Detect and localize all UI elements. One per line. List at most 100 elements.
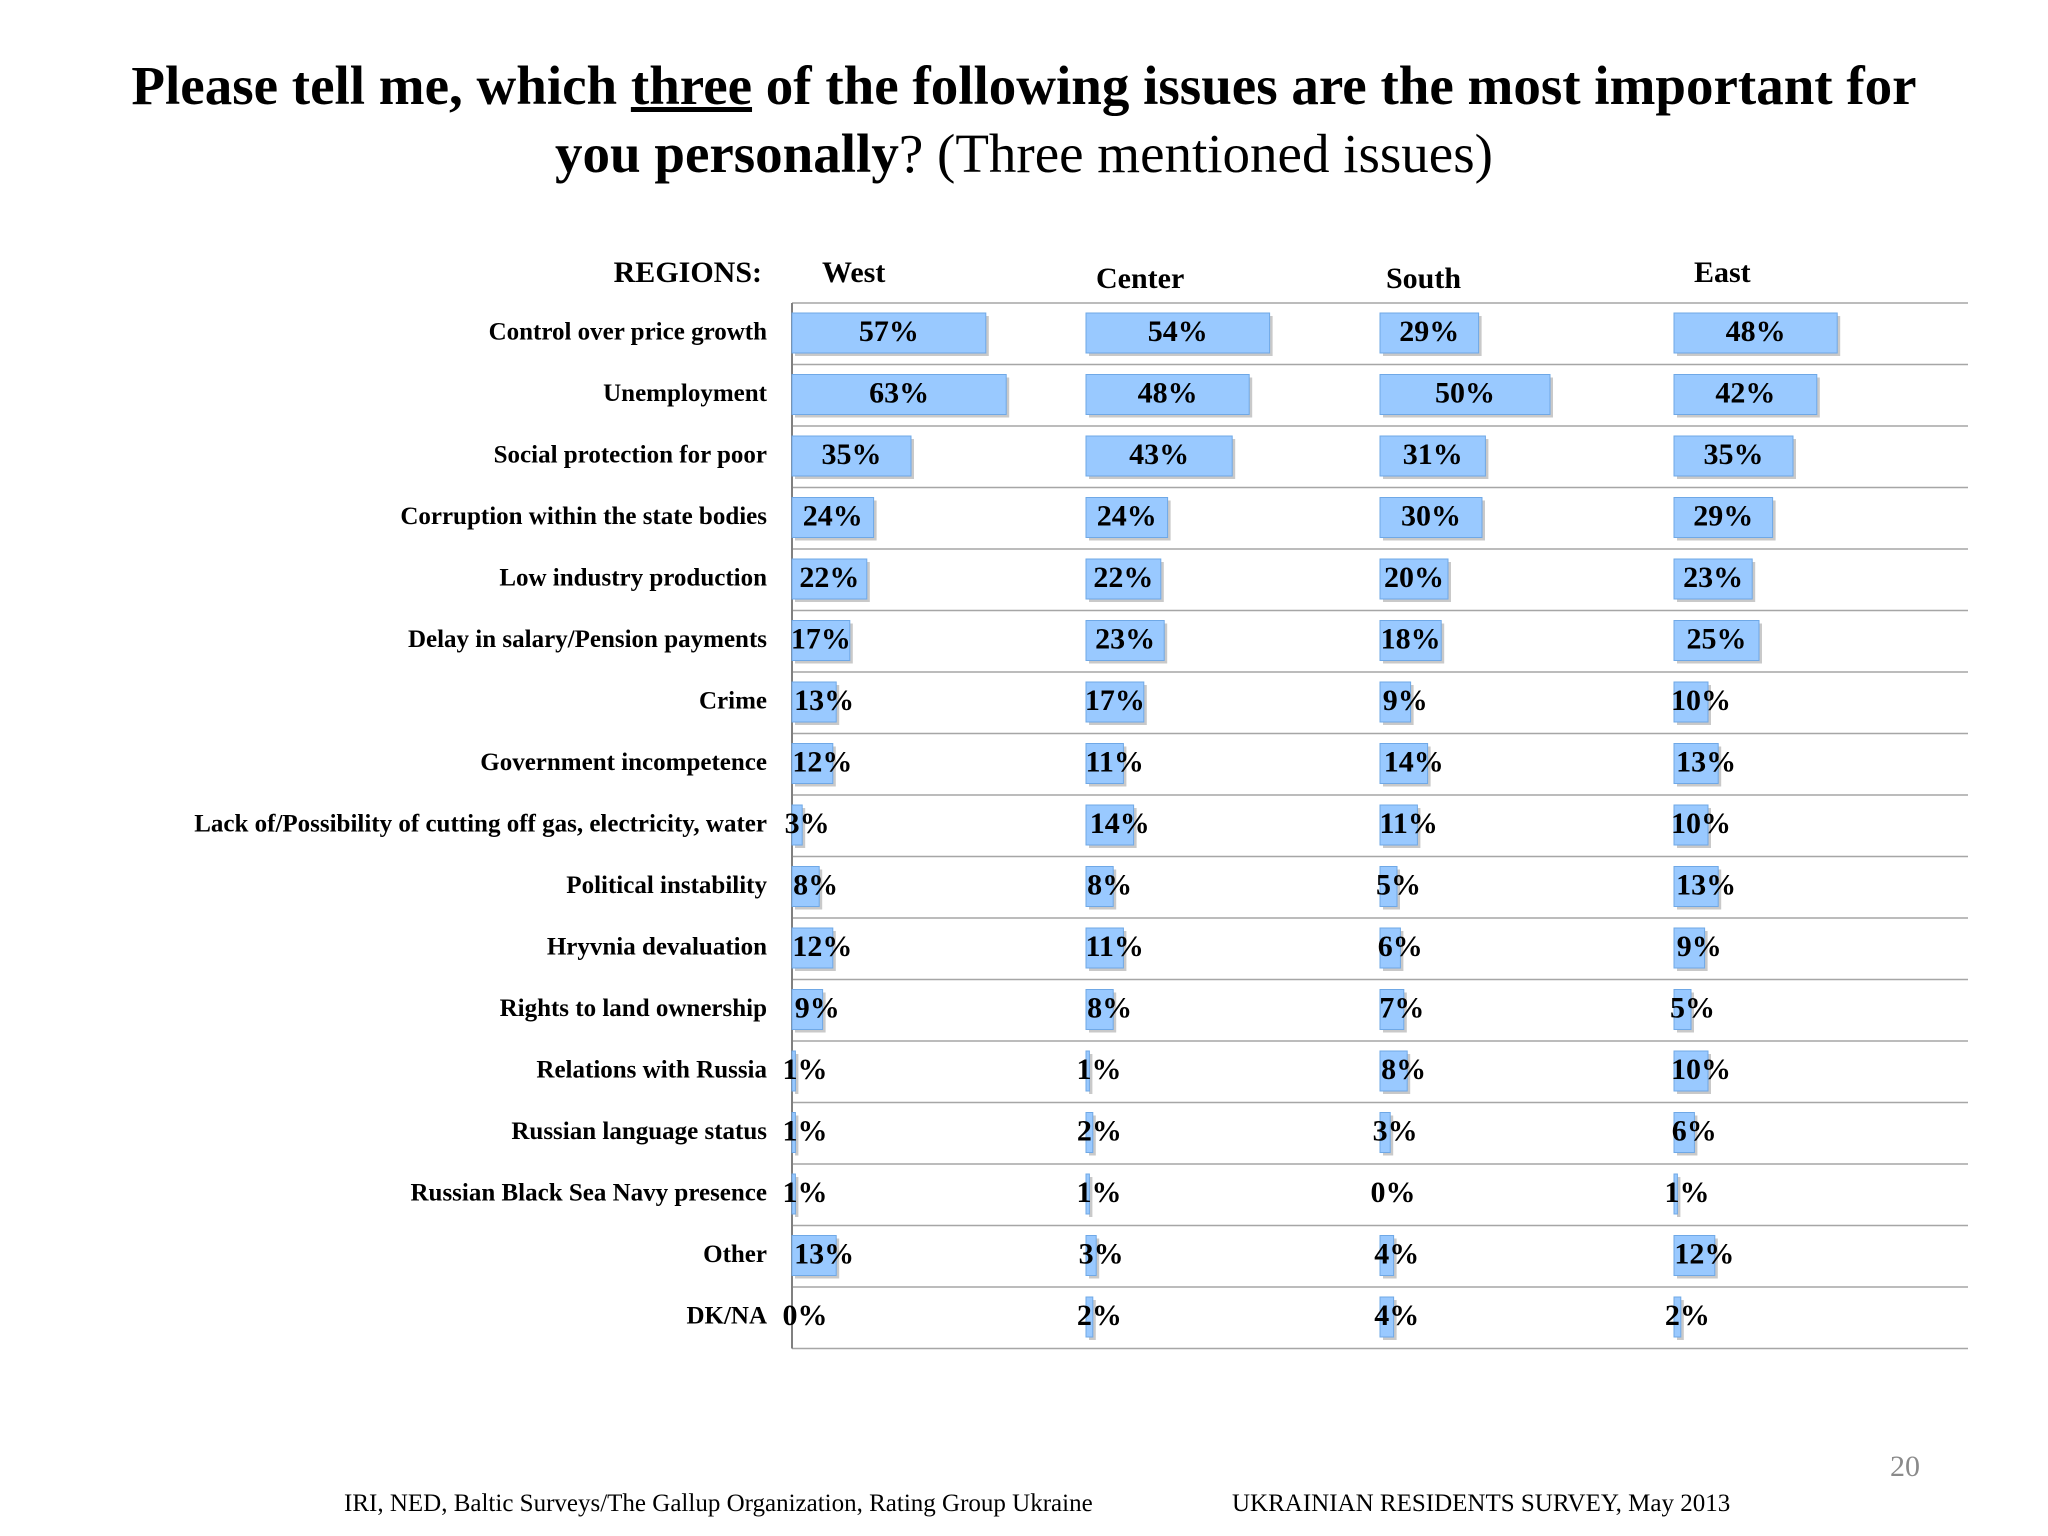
data-label-center: 3% [1079, 1237, 1124, 1270]
bar-shadow-center [1089, 1054, 1093, 1094]
data-label-center: 8% [1087, 868, 1132, 901]
data-label-center: 11% [1086, 745, 1144, 778]
bar-east [1673, 681, 1709, 723]
bar-center [1085, 620, 1165, 661]
data-label-south: 6% [1378, 930, 1423, 963]
data-label-center: 8% [1087, 991, 1132, 1024]
category-label: Crime [699, 687, 767, 714]
data-label-west: 13% [794, 1237, 854, 1270]
category-label: Relations with Russia [536, 1056, 767, 1083]
data-label-center: 24% [1097, 499, 1157, 532]
category-label: DK/NA [686, 1302, 767, 1329]
data-label-east: 9% [1677, 930, 1722, 963]
bar-east [1673, 866, 1719, 907]
data-label-south: 8% [1381, 1053, 1426, 1086]
bar-east [1673, 1173, 1678, 1215]
survey-note: UKRAINIAN RESIDENTS SURVEY, May 2013 [1232, 1490, 1731, 1517]
bar-center [1085, 743, 1124, 784]
data-label-west: 8% [793, 868, 838, 901]
bar-east [1673, 1235, 1716, 1276]
bar-east [1673, 497, 1774, 538]
bar-center [1085, 1235, 1097, 1276]
bar-center [1085, 1173, 1090, 1215]
series-header-east: East [1694, 256, 1751, 289]
bar-south [1379, 1296, 1395, 1338]
bar-east [1673, 1296, 1682, 1338]
bar-south [1379, 620, 1442, 661]
data-label-east: 23% [1683, 561, 1743, 594]
data-label-west: 13% [794, 684, 854, 717]
bar-south [1379, 681, 1412, 723]
data-label-south: 18% [1381, 622, 1441, 655]
data-label-center: 2% [1077, 1114, 1122, 1147]
data-label-south: 20% [1384, 561, 1444, 594]
data-label-west: 35% [822, 438, 882, 471]
data-label-west: 1% [783, 1176, 828, 1209]
series-header-west: West [822, 256, 885, 289]
bar-west [791, 866, 820, 907]
data-label-east: 48% [1726, 315, 1786, 348]
bar-east [1673, 1112, 1695, 1153]
bar-east [1673, 312, 1838, 354]
source-note: IRI, NED, Baltic Surveys/The Gallup Orga… [344, 1490, 1093, 1517]
bar-east [1673, 804, 1709, 846]
category-label: Delay in salary/Pension payments [408, 626, 767, 653]
data-label-south: 3% [1373, 1114, 1418, 1147]
data-label-east: 42% [1715, 376, 1775, 409]
bar-west [791, 989, 824, 1030]
bar-center [1085, 558, 1162, 600]
bar-west [791, 1112, 796, 1153]
bar-center [1085, 1296, 1094, 1338]
data-label-west: 1% [783, 1114, 828, 1147]
bar-west [791, 497, 875, 538]
series-header-south: South [1386, 262, 1461, 295]
data-label-south: 0% [1371, 1176, 1416, 1209]
data-label-west: 1% [783, 1053, 828, 1086]
bar-shadow-center [1089, 1177, 1093, 1217]
bar-east [1673, 927, 1706, 969]
data-label-south: 4% [1374, 1299, 1419, 1332]
bar-east [1673, 743, 1719, 784]
data-label-west: 22% [799, 561, 859, 594]
category-label: Russian Black Sea Navy presence [410, 1179, 767, 1206]
bar-center [1085, 435, 1233, 477]
category-label: Control over price growth [489, 318, 768, 345]
data-label-east: 10% [1671, 807, 1731, 840]
bar-south [1379, 558, 1449, 600]
bar-south [1379, 1112, 1391, 1153]
category-label: Political instability [566, 872, 767, 899]
category-label: Lack of/Possibility of cutting off gas, … [194, 810, 767, 837]
category-label: Russian language status [511, 1118, 767, 1145]
bar-west [791, 620, 851, 661]
page-number: 20 [1890, 1450, 1920, 1483]
data-label-east: 10% [1671, 684, 1731, 717]
category-label: Hryvnia devaluation [547, 933, 767, 960]
category-label: Social protection for poor [494, 441, 767, 468]
data-label-east: 13% [1676, 868, 1736, 901]
data-label-center: 2% [1077, 1299, 1122, 1332]
data-label-center: 1% [1077, 1176, 1122, 1209]
data-label-east: 2% [1665, 1299, 1710, 1332]
bar-west [791, 927, 834, 969]
category-label: Other [703, 1241, 767, 1268]
data-label-east: 13% [1676, 745, 1736, 778]
bar-south [1379, 497, 1483, 538]
bar-shadow-east [1677, 1177, 1681, 1217]
data-label-west: 24% [803, 499, 863, 532]
data-label-south: 4% [1374, 1237, 1419, 1270]
data-label-west: 63% [869, 376, 929, 409]
bar-south [1379, 1050, 1408, 1092]
data-label-south: 11% [1380, 807, 1438, 840]
data-label-east: 10% [1671, 1053, 1731, 1086]
bar-center [1085, 927, 1124, 969]
bar-west [791, 558, 868, 600]
data-label-center: 11% [1086, 930, 1144, 963]
category-label: Low industry production [499, 564, 767, 591]
bar-south [1379, 866, 1398, 907]
title-emphasis: three [630, 55, 753, 116]
data-label-center: 23% [1095, 622, 1155, 655]
title-part-4: ? (Three mentioned issues) [898, 123, 1493, 184]
data-label-east: 35% [1704, 438, 1764, 471]
bar-east [1673, 989, 1692, 1030]
title-part-1: Please tell me, which [131, 55, 631, 116]
